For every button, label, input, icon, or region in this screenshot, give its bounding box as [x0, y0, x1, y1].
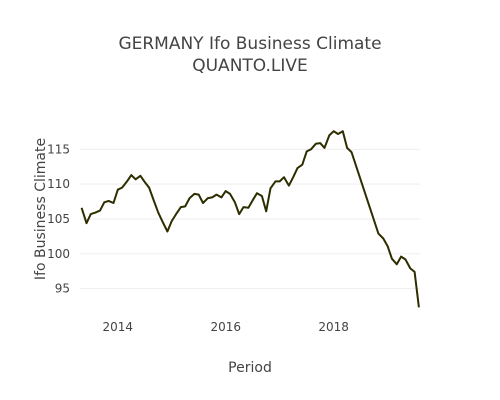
y-tick-label: 95	[55, 282, 70, 296]
chart-subtitle: QUANTO.LIVE	[192, 56, 308, 76]
series-line	[80, 130, 420, 308]
gridlines	[80, 148, 420, 290]
x-tick-label: 2018	[318, 320, 349, 334]
x-tick-label: 2014	[103, 320, 134, 334]
x-axis-title: Period	[228, 360, 272, 376]
y-tick-label: 100	[47, 247, 70, 261]
x-axis-ticks: 2014 2016 2018	[103, 320, 349, 334]
y-tick-label: 115	[47, 142, 70, 156]
y-tick-label: 110	[47, 177, 70, 191]
chart-title: GERMANY Ifo Business Climate	[118, 34, 382, 54]
y-tick-label: 105	[47, 212, 70, 226]
y-axis-title: Ifo Business Climate	[33, 138, 49, 280]
y-axis-ticks: 95 100 105 110 115	[47, 142, 70, 295]
x-tick-label: 2016	[210, 320, 241, 334]
